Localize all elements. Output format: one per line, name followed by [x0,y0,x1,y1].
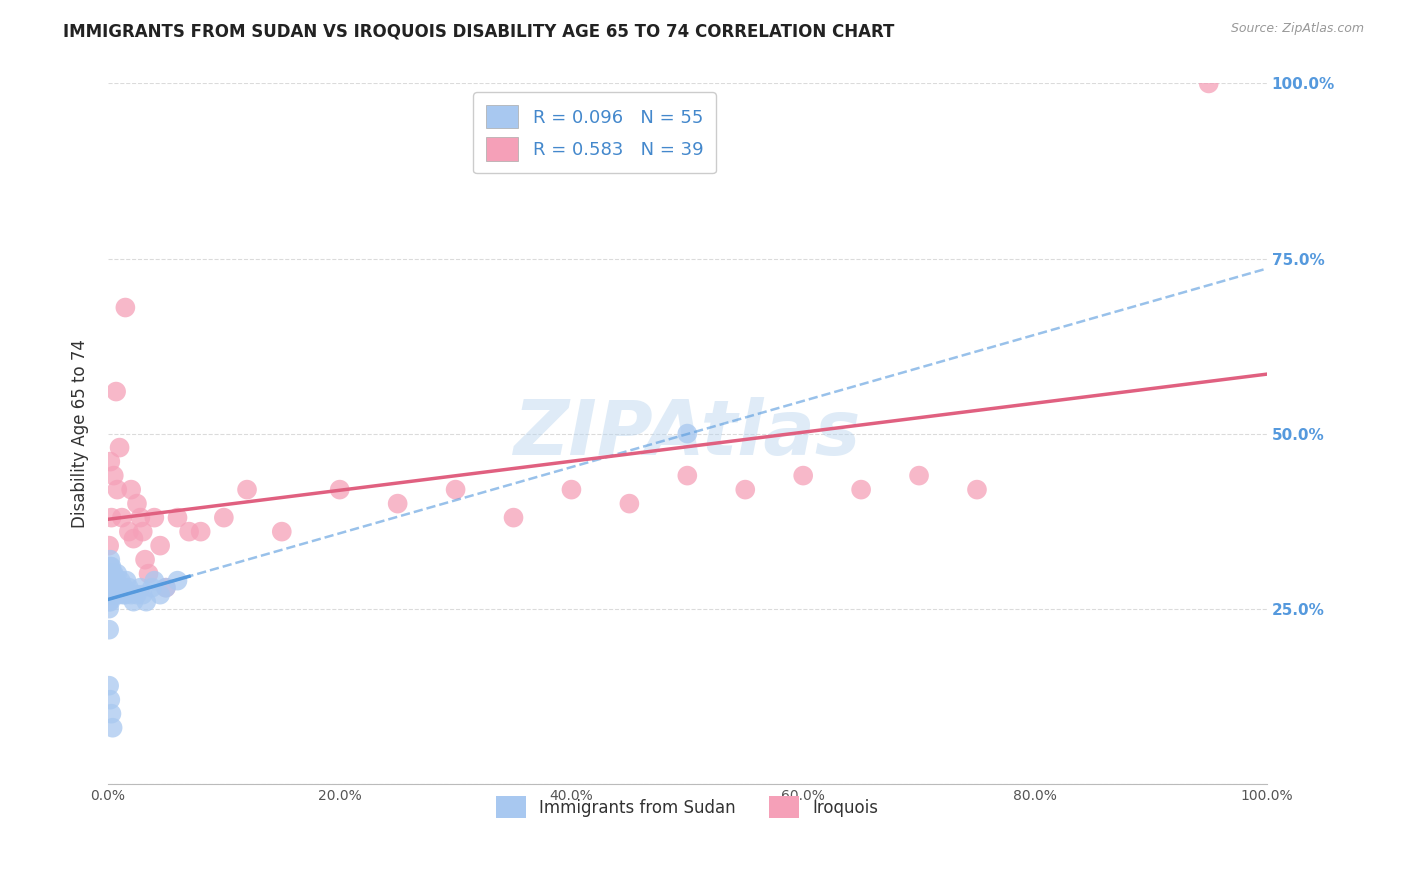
Point [155,581,177,595]
Point [98,679,121,693]
Point [100,574,122,588]
Point [132,524,155,539]
Point [98,692,121,706]
Point [1198,77,1220,91]
Y-axis label: Disability Age 65 to 74: Disability Age 65 to 74 [72,339,89,528]
Point [329,483,352,497]
Text: Source: ZipAtlas.com: Source: ZipAtlas.com [1230,22,1364,36]
Point [122,595,145,609]
Text: IMMIGRANTS FROM SUDAN VS IROQUOIS DISABILITY AGE 65 TO 74 CORRELATION CHART: IMMIGRANTS FROM SUDAN VS IROQUOIS DISABI… [63,22,894,40]
Point [135,595,157,609]
Point [98,601,121,615]
Point [149,539,172,553]
Point [98,559,121,574]
Point [115,574,138,588]
Point [118,581,141,595]
Point [105,483,128,497]
Point [101,574,124,588]
Point [108,441,131,455]
Point [105,566,128,581]
Point [122,532,145,546]
Legend: Immigrants from Sudan, Iroquois: Immigrants from Sudan, Iroquois [489,789,886,824]
Point [966,483,988,497]
Point [190,524,212,539]
Point [155,581,177,595]
Point [98,581,121,595]
Point [105,574,128,588]
Point [98,552,121,566]
Point [120,588,142,602]
Point [166,574,188,588]
Point [138,566,160,581]
Point [103,574,125,588]
Point [177,524,200,539]
Point [114,588,136,602]
Point [103,566,125,581]
Point [112,588,135,602]
Point [212,510,235,524]
Point [849,483,872,497]
Point [98,566,121,581]
Point [100,559,122,574]
Point [98,539,121,553]
Point [129,510,152,524]
Point [108,581,131,595]
Point [143,574,166,588]
Point [101,588,124,602]
Point [676,426,699,441]
Point [104,574,127,588]
Point [105,384,128,399]
Point [444,483,467,497]
Point [166,510,188,524]
Point [270,524,292,539]
Point [132,588,155,602]
Point [125,497,148,511]
Point [110,574,132,588]
Point [112,581,135,595]
Point [98,595,121,609]
Point [98,595,121,609]
Point [111,510,134,524]
Point [98,623,121,637]
Point [141,581,163,595]
Point [107,588,129,602]
Point [100,581,122,595]
Point [101,721,124,735]
Point [236,483,259,497]
Point [100,566,122,581]
Point [619,497,641,511]
Point [118,524,141,539]
Point [100,706,122,721]
Point [734,483,756,497]
Point [100,588,122,602]
Text: ZIPAtlas: ZIPAtlas [513,397,860,471]
Point [103,468,125,483]
Point [111,581,134,595]
Point [104,581,127,595]
Point [101,566,124,581]
Point [98,581,121,595]
Point [387,497,409,511]
Point [100,581,122,595]
Point [129,581,152,595]
Point [134,552,156,566]
Point [125,588,148,602]
Point [114,301,136,315]
Point [908,468,931,483]
Point [149,588,172,602]
Point [103,581,125,595]
Point [98,454,121,468]
Point [100,574,122,588]
Point [143,510,166,524]
Point [792,468,814,483]
Point [100,510,122,524]
Point [98,566,121,581]
Point [676,468,699,483]
Point [98,588,121,602]
Point [98,574,121,588]
Point [101,581,124,595]
Point [502,510,524,524]
Point [560,483,582,497]
Point [120,483,142,497]
